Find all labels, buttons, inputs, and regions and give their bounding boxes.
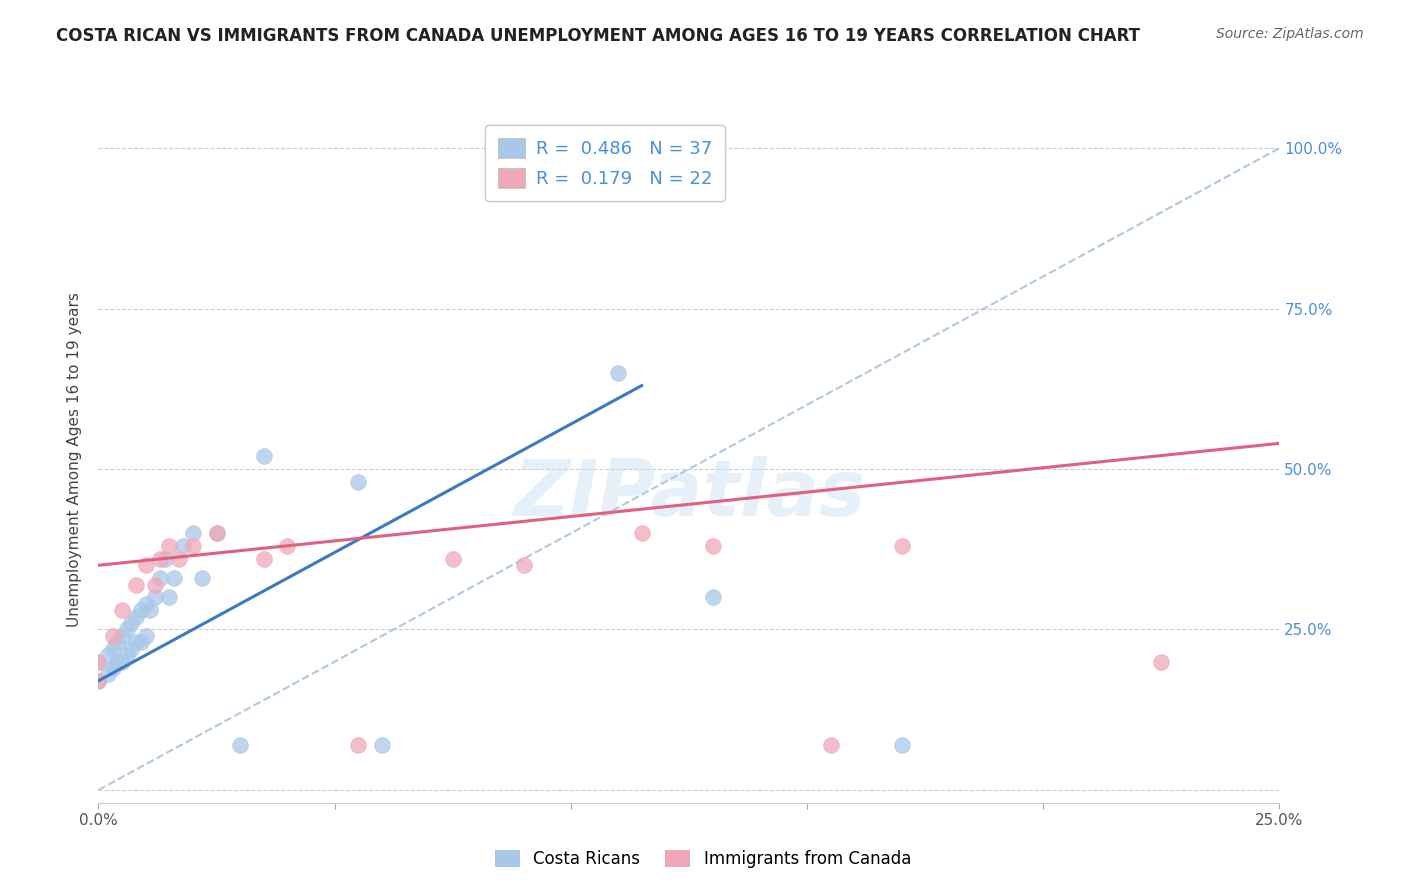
Point: [512, 558, 534, 573]
Point: [87, 655, 110, 669]
Point: [97, 667, 120, 681]
Point: [347, 738, 370, 752]
Point: [125, 609, 148, 624]
Point: [121, 641, 143, 656]
Point: [111, 603, 134, 617]
Point: [181, 539, 204, 553]
Point: [135, 597, 157, 611]
Point: [253, 449, 276, 463]
Point: [441, 552, 464, 566]
Legend: Costa Ricans, Immigrants from Canada: Costa Ricans, Immigrants from Canada: [488, 843, 918, 875]
Point: [181, 526, 204, 541]
Point: [371, 738, 394, 752]
Point: [153, 552, 176, 566]
Point: [630, 526, 652, 541]
Point: [111, 629, 134, 643]
Point: [149, 571, 172, 585]
Point: [191, 571, 214, 585]
Point: [105, 635, 128, 649]
Point: [97, 648, 120, 662]
Point: [139, 603, 162, 617]
Point: [115, 648, 138, 662]
Point: [135, 558, 157, 573]
Text: ZIPatlas: ZIPatlas: [513, 456, 865, 532]
Point: [702, 591, 724, 605]
Point: [111, 655, 134, 669]
Legend: R =  0.486   N = 37, R =  0.179   N = 22: R = 0.486 N = 37, R = 0.179 N = 22: [485, 125, 725, 201]
Point: [157, 591, 180, 605]
Point: [205, 526, 228, 541]
Point: [87, 673, 110, 688]
Point: [129, 603, 152, 617]
Point: [115, 623, 138, 637]
Point: [890, 539, 912, 553]
Point: [205, 526, 228, 541]
Point: [167, 552, 190, 566]
Point: [135, 629, 157, 643]
Point: [87, 655, 110, 669]
Point: [87, 673, 110, 688]
Point: [125, 635, 148, 649]
Y-axis label: Unemployment Among Ages 16 to 19 years: Unemployment Among Ages 16 to 19 years: [67, 292, 83, 627]
Point: [149, 552, 172, 566]
Point: [820, 738, 842, 752]
Point: [125, 577, 148, 591]
Point: [276, 539, 298, 553]
Point: [101, 629, 124, 643]
Text: COSTA RICAN VS IMMIGRANTS FROM CANADA UNEMPLOYMENT AMONG AGES 16 TO 19 YEARS COR: COSTA RICAN VS IMMIGRANTS FROM CANADA UN…: [56, 27, 1140, 45]
Text: Source: ZipAtlas.com: Source: ZipAtlas.com: [1216, 27, 1364, 41]
Point: [229, 738, 252, 752]
Point: [129, 635, 152, 649]
Point: [101, 641, 124, 656]
Point: [143, 591, 166, 605]
Point: [253, 552, 276, 566]
Point: [121, 616, 143, 631]
Point: [105, 655, 128, 669]
Point: [890, 738, 912, 752]
Point: [172, 539, 194, 553]
Point: [1150, 655, 1173, 669]
Point: [347, 475, 370, 489]
Point: [163, 571, 186, 585]
Point: [101, 661, 124, 675]
Point: [143, 577, 166, 591]
Point: [157, 539, 180, 553]
Point: [702, 539, 724, 553]
Point: [607, 366, 630, 380]
